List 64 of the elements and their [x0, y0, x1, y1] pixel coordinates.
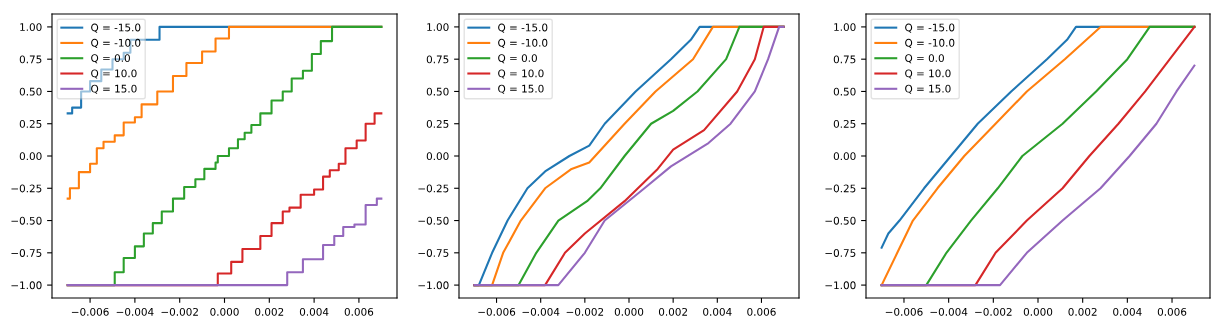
y-tick-label: −1.00 — [825, 281, 856, 290]
legend-label: Q = -15.0 — [91, 23, 141, 33]
x-tick-label: 0.006 — [1157, 307, 1187, 316]
y-tick-label: 0.75 — [426, 55, 449, 64]
x-tick-label: −0.006 — [478, 307, 516, 316]
x-tick-label: 0.002 — [658, 307, 688, 316]
y-tick-label: 0.25 — [833, 119, 856, 128]
y-tick-label: 1.00 — [20, 23, 42, 32]
x-tick-label: −0.002 — [975, 307, 1012, 316]
legend-label: Q = -10.0 — [498, 38, 548, 48]
y-tick-label: −0.25 — [11, 184, 42, 193]
legend-label: Q = 10.0 — [498, 69, 544, 79]
y-tick-label: −0.75 — [825, 249, 856, 257]
x-tick-label: −0.006 — [885, 307, 923, 316]
y-tick-label: −0.25 — [825, 184, 856, 193]
legend-label: Q = 10.0 — [91, 69, 137, 79]
x-tick-label: 0.004 — [703, 307, 732, 316]
x-tick-label: −0.006 — [71, 307, 109, 316]
x-tick-label: 0.000 — [210, 307, 239, 316]
y-tick-label: −0.50 — [11, 216, 42, 225]
y-tick-label: −0.75 — [11, 249, 42, 257]
legend-label: Q = 0.0 — [498, 54, 537, 64]
y-tick-label: −0.75 — [418, 249, 449, 257]
legend-label: Q = -10.0 — [905, 38, 955, 48]
x-tick-label: 0.004 — [1113, 307, 1142, 316]
legend-label: Q = -15.0 — [905, 23, 955, 33]
x-tick-label: 0.002 — [1068, 307, 1097, 316]
y-tick-label: 0.00 — [19, 152, 42, 161]
x-tick-label: 0.006 — [747, 307, 776, 316]
y-tick-label: 0.50 — [833, 87, 856, 96]
y-tick-label: −1.00 — [11, 281, 42, 290]
x-tick-label: 0.002 — [255, 307, 284, 316]
y-tick-label: −0.25 — [418, 184, 449, 193]
legend-label: Q = 0.0 — [905, 54, 944, 64]
y-tick-label: 0.50 — [426, 87, 449, 96]
y-tick-label: 1.00 — [427, 23, 449, 32]
y-tick-label: −0.50 — [825, 216, 856, 225]
legend-label: Q = -10.0 — [91, 38, 141, 48]
x-tick-label: −0.002 — [161, 307, 198, 316]
y-tick-label: −1.00 — [418, 281, 449, 290]
x-tick-label: 0.004 — [299, 307, 329, 316]
x-tick-label: 0.006 — [344, 307, 374, 316]
legend-label: Q = 0.0 — [91, 54, 130, 64]
x-tick-label: −0.004 — [116, 307, 154, 316]
x-tick-label: −0.004 — [522, 307, 560, 316]
y-tick-label: 0.00 — [833, 152, 856, 161]
legend-label: Q = 15.0 — [498, 84, 544, 94]
y-tick-label: 0.75 — [19, 55, 42, 64]
legend-label: Q = -15.0 — [498, 23, 548, 33]
line-series — [473, 25, 785, 287]
y-tick-label: 0.50 — [19, 87, 42, 96]
legend-label: Q = 15.0 — [905, 84, 951, 94]
y-tick-label: 0.25 — [426, 119, 449, 128]
y-tick-label: −0.50 — [418, 216, 449, 225]
x-tick-label: 0.000 — [1023, 307, 1053, 316]
y-tick-label: 0.25 — [19, 119, 42, 128]
x-tick-label: 0.000 — [614, 307, 644, 316]
y-tick-label: 0.75 — [833, 55, 856, 64]
y-tick-label: 1.00 — [834, 23, 856, 32]
legend-label: Q = 15.0 — [91, 84, 137, 94]
x-tick-label: −0.004 — [930, 307, 968, 316]
y-tick-label: 0.00 — [426, 152, 449, 161]
legend-label: Q = 10.0 — [905, 69, 951, 79]
x-tick-label: −0.002 — [566, 307, 604, 316]
